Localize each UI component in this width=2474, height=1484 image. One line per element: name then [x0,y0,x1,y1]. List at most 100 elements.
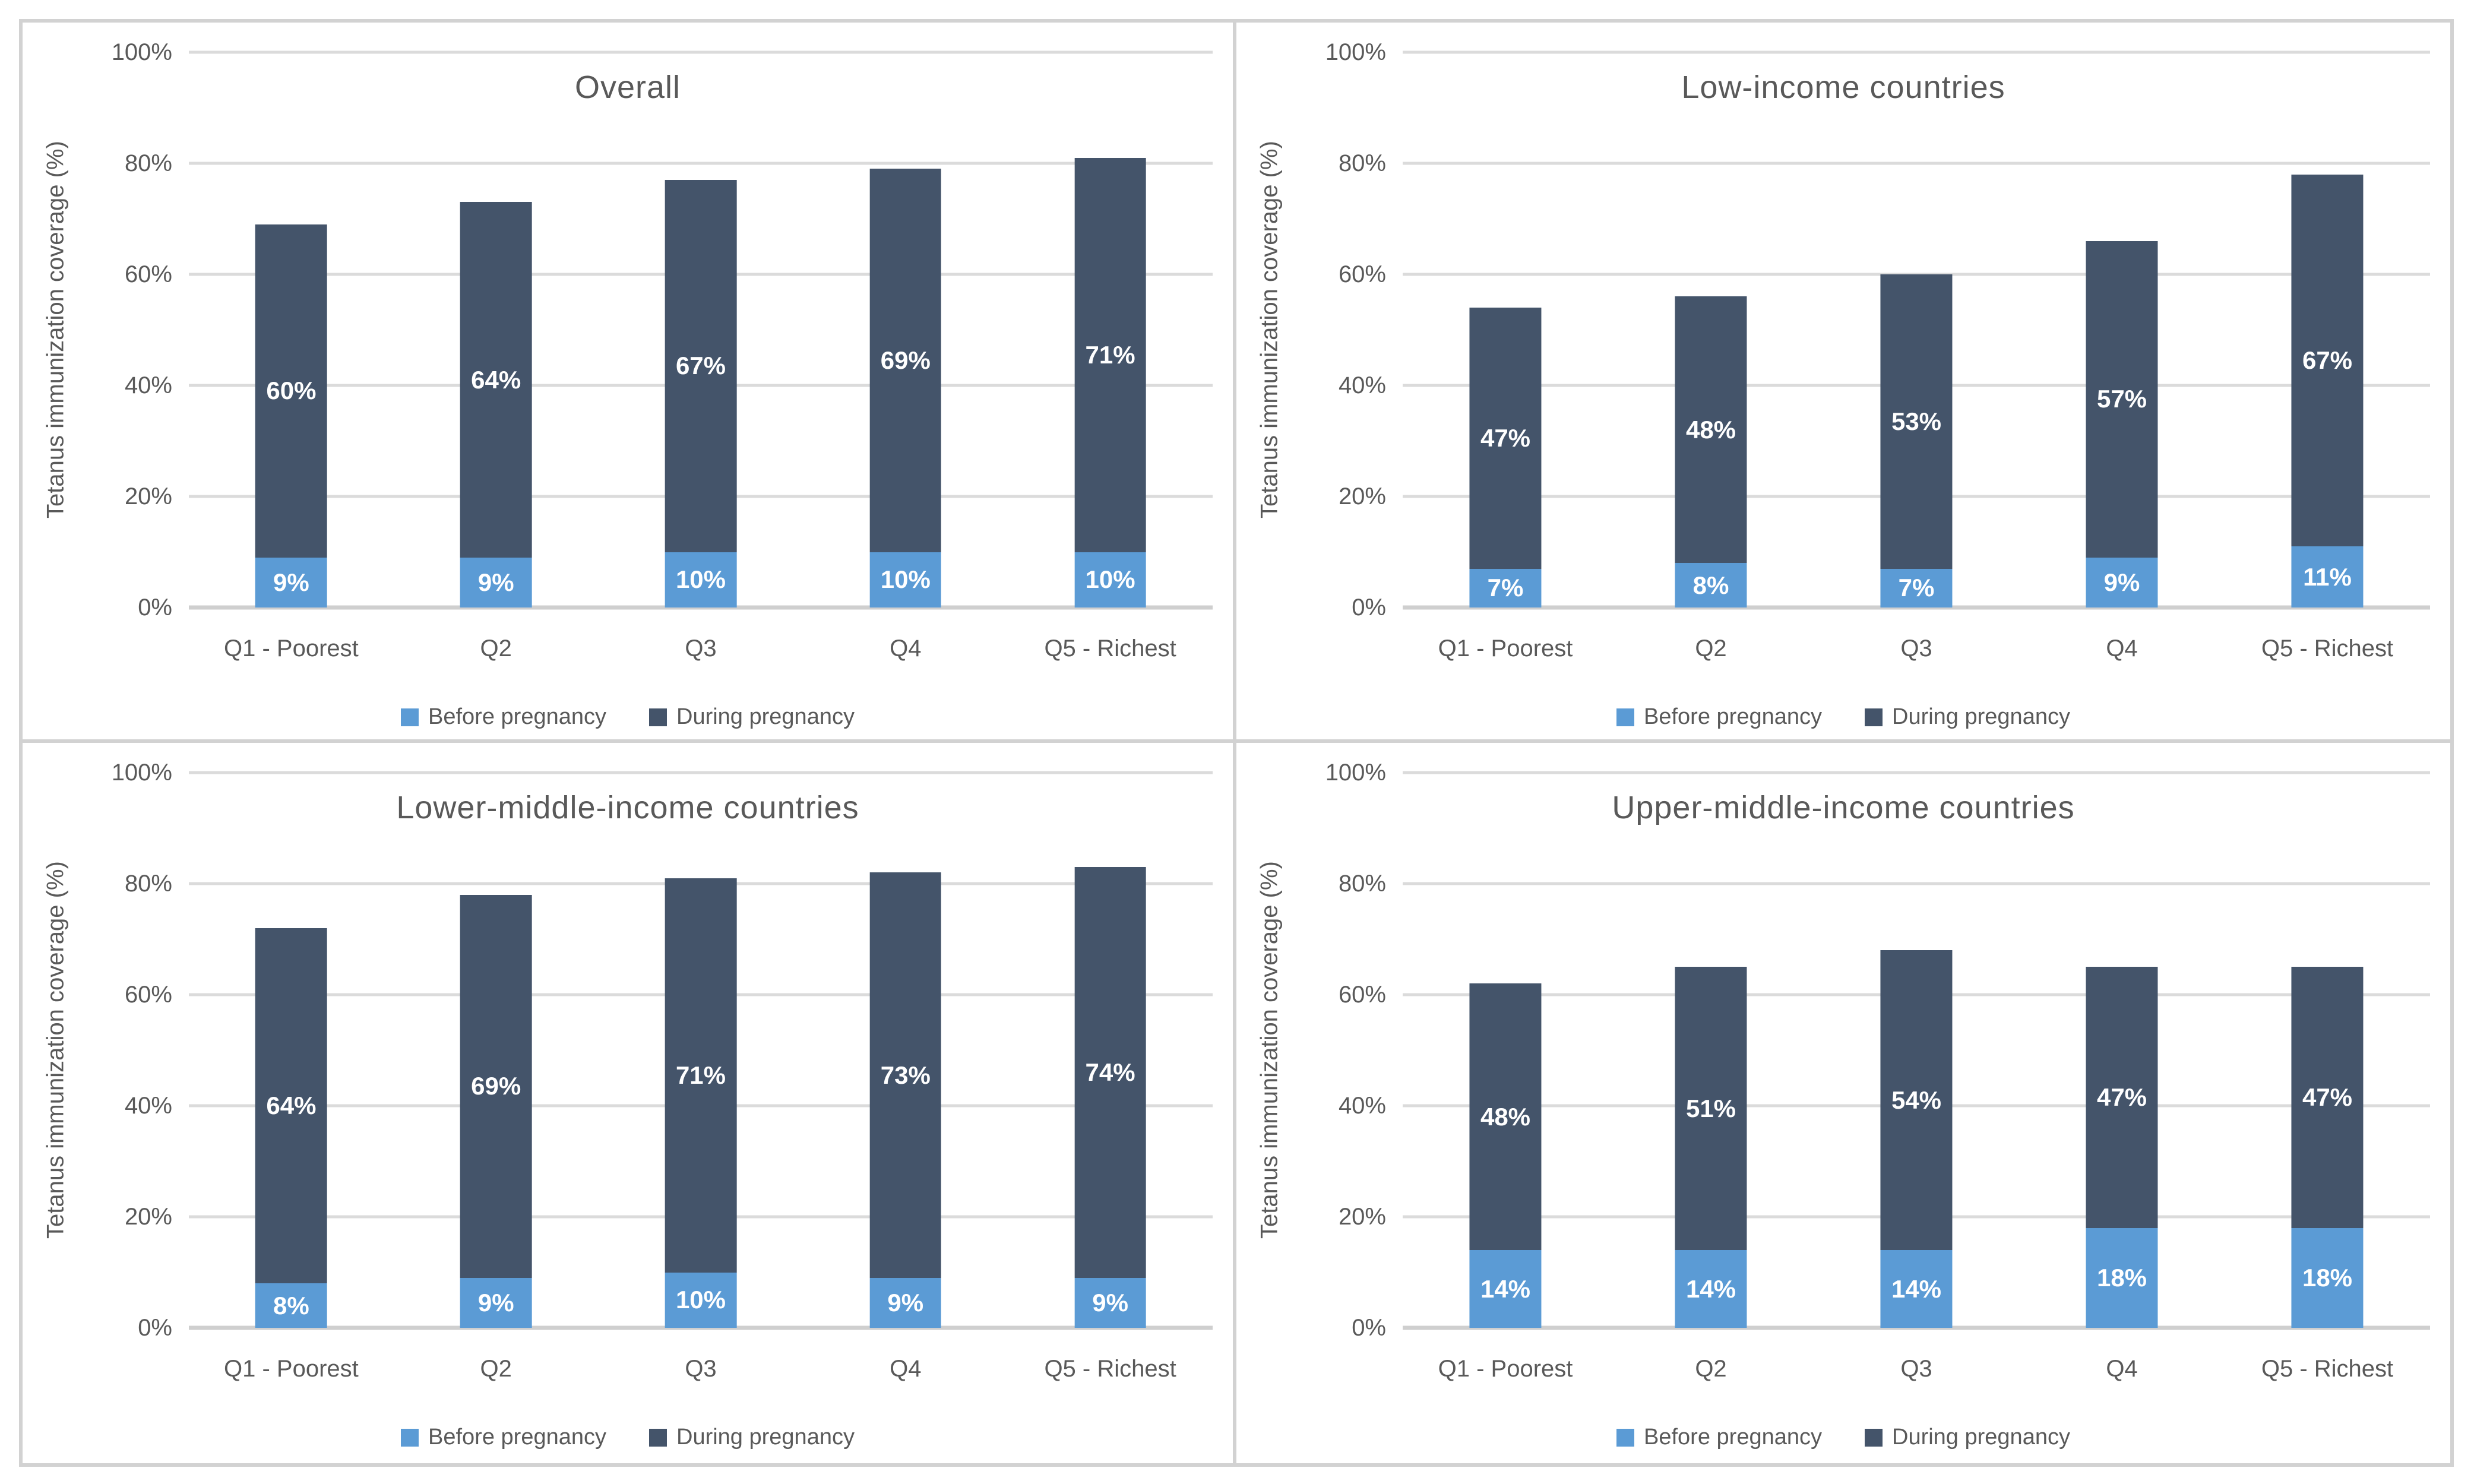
x-tick-label: Q2 [480,635,512,662]
y-tick-label: 80% [124,150,172,176]
y-tick-label: 80% [1338,871,1386,897]
legend: Before pregnancy During pregnancy [23,704,1233,730]
chart-panel-low-income: Tetanus immunization coverage (%) Low-in… [1236,23,2450,743]
bar-value-label: 10% [1085,565,1135,594]
x-axis-labels: Q1 - Poorest Q2 Q3 Q4 Q5 - Richest [189,635,1213,662]
bar-slot: 9% 74% [1008,773,1213,1328]
x-axis-labels: Q1 - Poorest Q2 Q3 Q4 Q5 - Richest [1403,635,2430,662]
y-tick-label: 40% [1338,372,1386,398]
bar-value-label: 9% [887,1288,924,1317]
figure-frame: Tetanus immunization coverage (%) Overal… [19,19,2454,1467]
y-tick-label: 0% [1352,1315,1386,1341]
legend-label: Before pregnancy [428,704,606,729]
y-tick-label: 20% [1338,1204,1386,1230]
bar-segment-during: 64% [460,202,532,558]
gridline [189,771,1213,774]
bar-value-label: 9% [1092,1288,1128,1317]
bar-slot: 8% 64% [189,773,394,1328]
x-axis-labels: Q1 - Poorest Q2 Q3 Q4 Q5 - Richest [1403,1356,2430,1382]
x-tick-label: Q1 - Poorest [224,1356,359,1382]
y-tick-label: 60% [124,982,172,1008]
legend-label: During pregnancy [676,1425,855,1450]
bar-segment-during: 54% [1880,950,1953,1251]
bar-slot: 18% 47% [2019,773,2225,1328]
stacked-bar: 9% 73% [869,773,942,1328]
x-tick-label: Q4 [890,635,922,662]
bar-segment-before: 18% [2291,1227,2364,1328]
plot-area: 0% 20% 40% 60% 80% 100% 8% 64% 9% 69% 10% 71% 9% 73% 9… [112,761,1213,1340]
bar-slot: 14% 54% [1814,773,2019,1328]
gridline [1403,605,2430,610]
bar-value-label: 73% [880,1061,931,1089]
bar-segment-before: 8% [1675,563,1747,607]
chart-panel-overall: Tetanus immunization coverage (%) Overal… [23,23,1236,743]
bars-layer: 9% 60% 9% 64% 10% 67% 10% 69% 10% 71% [189,52,1213,607]
bar-segment-during: 69% [869,169,942,552]
stacked-bar: 7% 53% [1880,52,1953,607]
y-axis-title: Tetanus immunization coverage (%) [1256,861,1283,1239]
bar-slot: 9% 57% [2019,52,2225,607]
legend-label: During pregnancy [1892,1425,2070,1450]
legend-label: During pregnancy [1892,704,2070,729]
y-tick-label: 0% [138,1315,172,1341]
bar-segment-before: 9% [460,1277,532,1328]
y-tick-label: 100% [111,760,172,786]
plot-area: 0% 20% 40% 60% 80% 100% 14% 48% 14% 51% 14% 54% 18% 4… [1325,761,2430,1340]
legend: Before pregnancy During pregnancy [23,1425,1233,1450]
legend-label: Before pregnancy [1644,1425,1822,1450]
bar-value-label: 10% [675,1286,726,1314]
bar-segment-during: 57% [2086,241,2158,558]
stacked-bar: 10% 69% [869,52,942,607]
bar-segment-during: 48% [1675,296,1747,564]
bar-segment-before: 9% [869,1277,942,1328]
x-tick-label: Q5 - Richest [2261,635,2394,662]
bar-slot: 9% 60% [189,52,394,607]
x-tick-label: Q2 [1695,1356,1727,1382]
y-tick-label: 40% [124,1093,172,1119]
gridline [1403,162,2430,165]
x-tick-label: Q2 [480,1356,512,1382]
stacked-bar: 9% 64% [460,52,532,607]
y-tick-label: 0% [1352,594,1386,621]
bar-segment-during: 69% [460,894,532,1278]
bar-slot: 10% 71% [599,773,803,1328]
legend-item-during: During pregnancy [1865,1425,2070,1450]
bar-slot: 10% 69% [803,52,1008,607]
legend-item-before: Before pregnancy [1616,704,1822,730]
legend-item-before: Before pregnancy [1616,1425,1822,1450]
bar-value-label: 9% [2103,568,2140,596]
bar-segment-before: 14% [1880,1250,1953,1328]
bar-segment-before: 9% [255,557,327,607]
legend: Before pregnancy During pregnancy [1236,704,2450,730]
bar-slot: 9% 73% [803,773,1008,1328]
bar-segment-before: 14% [1675,1250,1747,1328]
x-tick-label: Q1 - Poorest [1438,1356,1573,1382]
bar-value-label: 71% [1085,340,1135,369]
bar-segment-during: 64% [255,928,327,1284]
bar-value-label: 47% [1480,423,1531,452]
bar-segment-before: 18% [2086,1227,2158,1328]
legend-item-during: During pregnancy [1865,704,2070,730]
bar-slot: 10% 67% [599,52,803,607]
bar-segment-before: 9% [460,557,532,607]
bar-slot: 14% 48% [1403,773,1608,1328]
x-tick-label: Q4 [890,1356,922,1382]
y-tick-label: 20% [124,1204,172,1230]
chart-panel-upper-middle-income: Tetanus immunization coverage (%) Upper-… [1236,743,2450,1463]
bar-segment-before: 10% [869,552,942,607]
bar-segment-before: 7% [1469,568,1542,607]
stacked-bar: 10% 71% [1074,52,1146,607]
bar-slot: 9% 69% [394,773,599,1328]
bar-slot: 7% 53% [1814,52,2019,607]
bar-slot: 7% 47% [1403,52,1608,607]
y-tick-label: 60% [124,261,172,287]
y-tick-label: 60% [1338,261,1386,287]
legend: Before pregnancy During pregnancy [1236,1425,2450,1450]
bar-slot: 9% 64% [394,52,599,607]
y-tick-label: 40% [1338,1093,1386,1119]
x-tick-label: Q3 [685,635,717,662]
legend-item-during: During pregnancy [649,704,855,730]
bar-value-label: 74% [1085,1058,1135,1086]
bar-segment-during: 71% [1074,157,1146,552]
y-tick-label: 100% [1325,39,1386,65]
